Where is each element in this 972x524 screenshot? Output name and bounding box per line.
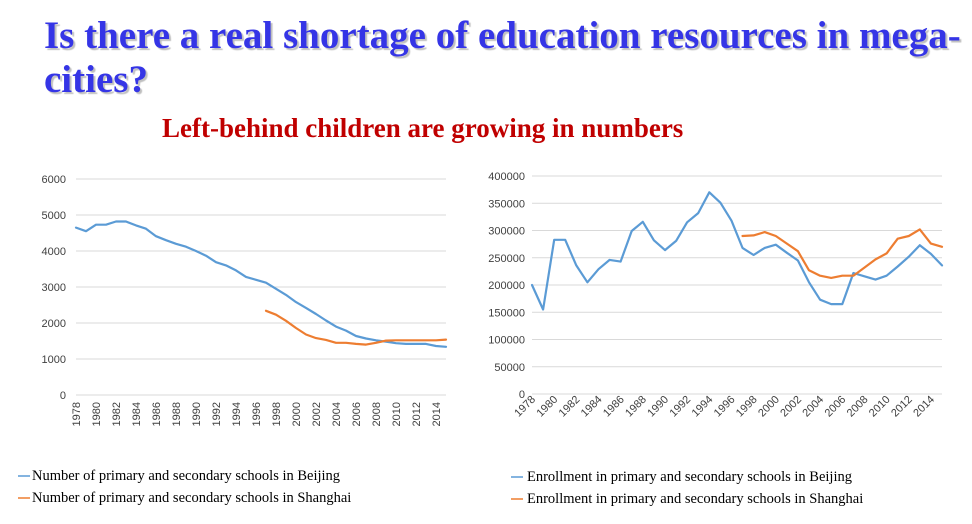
x-tick-label: 2012: [411, 402, 423, 426]
y-tick-label: 0: [519, 389, 525, 401]
series-line-beijing: [530, 191, 944, 311]
x-tick-label: 1982: [557, 394, 583, 420]
y-tick-label: 50000: [494, 362, 525, 374]
x-tick-label: 2000: [756, 394, 782, 420]
y-tick-label: 250000: [488, 253, 525, 265]
x-tick-label: 2002: [311, 402, 323, 426]
x-tick-label: 1978: [71, 402, 83, 426]
slide-title: Is there a real shortage of education re…: [44, 14, 961, 101]
legend-label: Number of primary and secondary schools …: [32, 490, 351, 506]
x-tick-label: 2004: [331, 402, 343, 426]
x-tick-label: 1986: [601, 394, 627, 420]
x-tick-label: 2012: [889, 394, 915, 420]
x-tick-label: 2010: [391, 402, 403, 426]
y-tick-label: 1000: [42, 354, 66, 366]
y-tick-label: 300000: [488, 226, 525, 238]
y-tick-label: 350000: [488, 198, 525, 210]
legend-label: Number of primary and secondary schools …: [32, 468, 340, 484]
x-tick-label: 1984: [131, 402, 143, 426]
x-tick-label: 1980: [91, 402, 103, 426]
x-tick-label: 2004: [800, 394, 826, 420]
x-tick-label: 1996: [251, 402, 263, 426]
y-tick-label: 400000: [488, 171, 525, 183]
x-tick-label: 2014: [911, 394, 937, 420]
x-tick-label: 2006: [351, 402, 363, 426]
y-tick-label: 2000: [42, 318, 66, 330]
x-tick-label: 1990: [191, 402, 203, 426]
x-tick-label: 1992: [667, 394, 693, 420]
x-tick-label: 1996: [712, 394, 738, 420]
x-tick-label: 1988: [171, 402, 183, 426]
x-tick-label: 1998: [271, 402, 283, 426]
x-tick-label: 2000: [291, 402, 303, 426]
x-tick-label: 1978: [512, 394, 538, 420]
x-tick-label: 2006: [823, 394, 849, 420]
y-tick-label: 6000: [42, 174, 66, 186]
y-tick-label: 150000: [488, 307, 525, 319]
x-tick-label: 1994: [690, 394, 716, 420]
y-tick-label: 0: [60, 390, 66, 402]
x-tick-label: 2008: [371, 402, 383, 426]
y-tick-label: 4000: [42, 246, 66, 258]
series-line-shanghai: [264, 309, 448, 346]
x-tick-label: 1986: [151, 402, 163, 426]
x-tick-label: 1988: [623, 394, 649, 420]
y-tick-label: 100000: [488, 335, 525, 347]
x-tick-label: 1982: [111, 402, 123, 426]
legend-label: Enrollment in primary and secondary scho…: [527, 469, 852, 485]
x-tick-label: 2008: [845, 394, 871, 420]
y-tick-label: 3000: [42, 282, 66, 294]
x-tick-label: 1990: [645, 394, 671, 420]
slide-subtitle: Left-behind children are growing in numb…: [162, 113, 684, 143]
x-tick-label: 1980: [534, 394, 560, 420]
x-tick-label: 1998: [734, 394, 760, 420]
x-tick-label: 2014: [431, 402, 443, 426]
y-tick-label: 200000: [488, 280, 525, 292]
y-tick-label: 5000: [42, 210, 66, 222]
legend-label: Enrollment in primary and secondary scho…: [527, 491, 863, 507]
x-tick-label: 1984: [579, 394, 605, 420]
series-line-shanghai: [741, 228, 944, 279]
x-tick-label: 1992: [211, 402, 223, 426]
x-tick-label: 1994: [231, 402, 243, 426]
x-tick-label: 2002: [778, 394, 804, 420]
x-tick-label: 2010: [867, 394, 893, 420]
